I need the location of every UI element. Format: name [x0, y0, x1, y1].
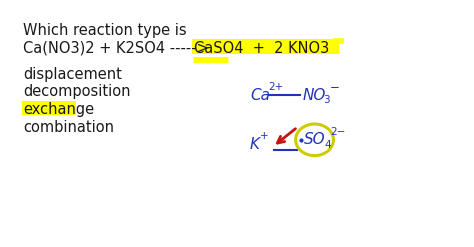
Text: CaSO4  +  2 KNO3: CaSO4 + 2 KNO3 [194, 41, 329, 56]
Text: Ca: Ca [250, 88, 270, 103]
Text: −: − [329, 81, 339, 94]
Text: SO: SO [304, 132, 325, 147]
Text: 3: 3 [323, 95, 330, 105]
Text: displacement: displacement [23, 67, 122, 82]
Text: combination: combination [23, 120, 114, 135]
Text: Which reaction type is: Which reaction type is [23, 23, 187, 38]
Bar [192, 39, 339, 54]
Bar [22, 101, 75, 115]
Text: K: K [250, 137, 260, 152]
Text: NO: NO [302, 88, 326, 103]
Text: 2+: 2+ [268, 82, 283, 92]
Text: +: + [260, 131, 268, 141]
Text: 2−: 2− [330, 127, 346, 137]
Text: 4: 4 [325, 140, 331, 150]
Text: Ca(NO3)2 + K2SO4 ----->: Ca(NO3)2 + K2SO4 -----> [23, 41, 209, 56]
Text: decomposition: decomposition [23, 84, 131, 100]
Text: exchange: exchange [23, 102, 94, 117]
